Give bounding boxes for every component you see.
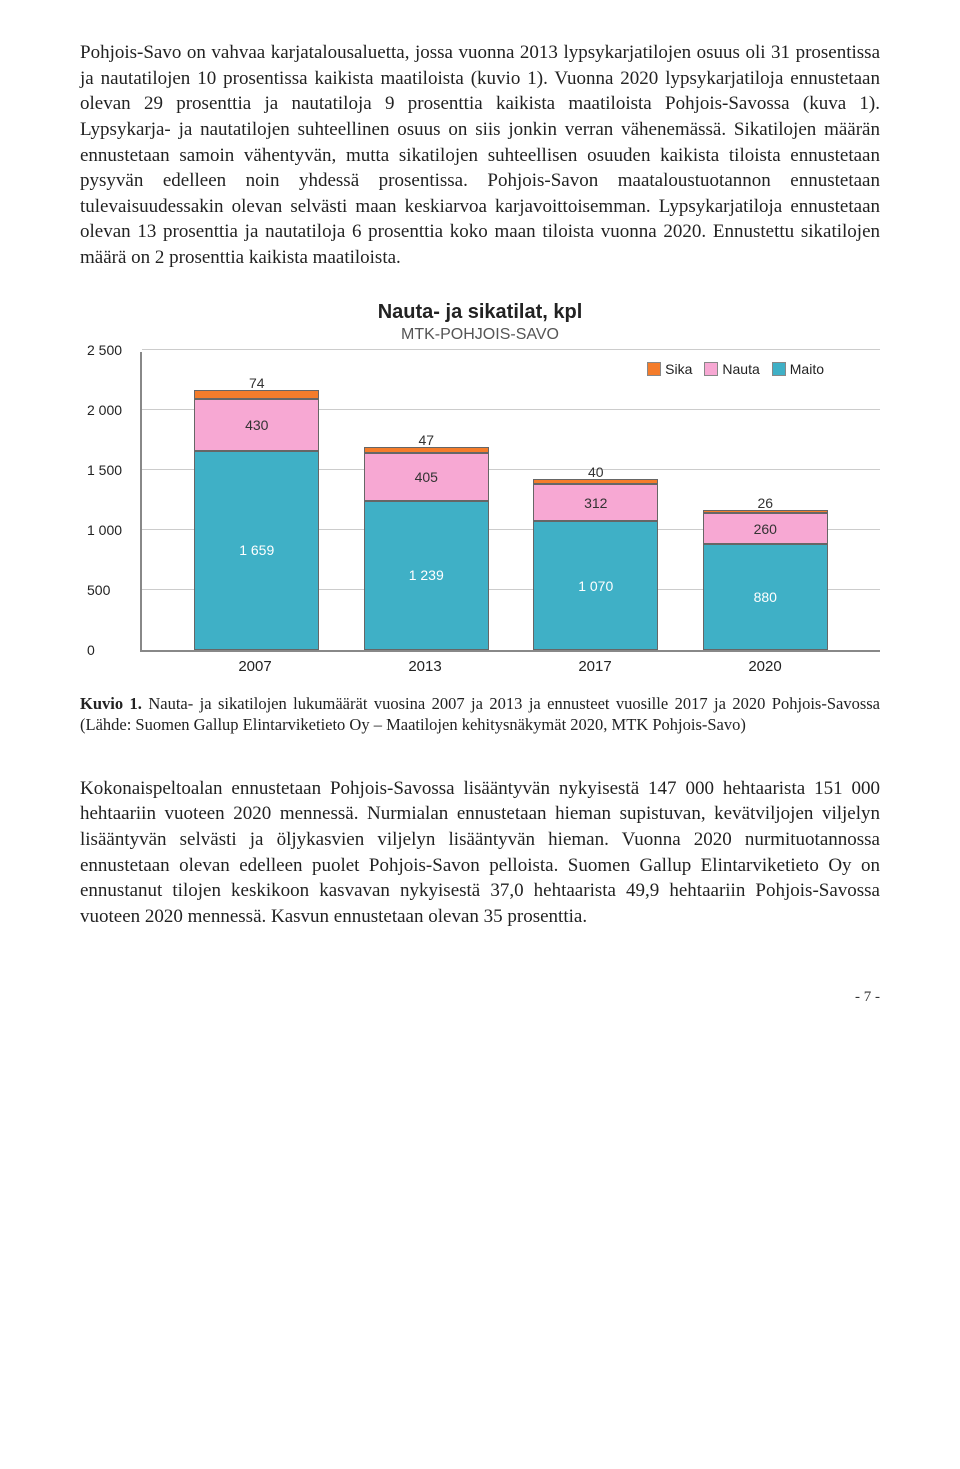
bar-group: 1 239 405 47 — [364, 447, 489, 650]
bar-segment-nauta: 312 — [533, 484, 658, 521]
legend-item: Nauta — [704, 361, 759, 377]
legend-item: Sika — [647, 361, 692, 377]
bar-value-label: 312 — [534, 495, 657, 511]
bar-segment-maito: 1 659 — [194, 451, 319, 650]
caption-label: Kuvio 1. — [80, 694, 142, 713]
legend-swatch — [647, 362, 661, 376]
bar-value-label: 74 — [195, 375, 318, 391]
bar-value-label: 430 — [195, 417, 318, 433]
x-axis-label: 2013 — [363, 658, 488, 675]
bar-value-label: 26 — [704, 495, 827, 511]
legend-label: Maito — [790, 361, 824, 377]
y-axis-label: 2 500 — [87, 342, 122, 358]
bar-value-label: 1 659 — [195, 542, 318, 558]
bar-value-label: 260 — [704, 521, 827, 537]
y-axis-label: 1 000 — [87, 522, 122, 538]
bar-segment-sika: 26 — [703, 510, 828, 513]
bar-segment-sika: 47 — [364, 447, 489, 453]
bar-segment-nauta: 430 — [194, 399, 319, 451]
chart-subtitle: MTK-POHJOIS-SAVO — [80, 326, 880, 344]
chart-x-axis: 2007 2013 2017 2020 — [140, 652, 880, 675]
bar-value-label: 47 — [365, 432, 488, 448]
bar-value-label: 405 — [365, 469, 488, 485]
bar-value-label: 40 — [534, 464, 657, 480]
bar-group: 1 659 430 74 — [194, 390, 319, 650]
bar-segment-maito: 880 — [703, 544, 828, 650]
y-axis-label: 500 — [87, 582, 110, 598]
x-axis-label: 2007 — [193, 658, 318, 675]
legend-swatch — [772, 362, 786, 376]
bar-value-label: 880 — [704, 589, 827, 605]
farm-chart: Nauta- ja sikatilat, kpl MTK-POHJOIS-SAV… — [80, 301, 880, 675]
bar-segment-nauta: 405 — [364, 453, 489, 502]
chart-legend: Sika Nauta Maito — [641, 359, 830, 379]
chart-title: Nauta- ja sikatilat, kpl — [80, 301, 880, 324]
legend-item: Maito — [772, 361, 824, 377]
bar-segment-maito: 1 239 — [364, 501, 489, 650]
bar-segment-sika: 74 — [194, 390, 319, 399]
bar-value-label: 1 070 — [534, 578, 657, 594]
chart-plot-area: 05001 0001 5002 0002 5001 659430741 2394… — [140, 352, 880, 652]
bar-group: 1 070 312 40 — [533, 479, 658, 650]
legend-swatch — [704, 362, 718, 376]
paragraph-2: Kokonaispeltoalan ennustetaan Pohjois-Sa… — [80, 776, 880, 930]
bar-value-label: 1 239 — [365, 567, 488, 583]
chart-caption: Kuvio 1. Nauta- ja sikatilojen lukumäärä… — [80, 693, 880, 736]
legend-label: Nauta — [722, 361, 759, 377]
y-axis-label: 2 000 — [87, 402, 122, 418]
caption-text: Nauta- ja sikatilojen lukumäärät vuosina… — [80, 694, 880, 734]
bar-segment-nauta: 260 — [703, 513, 828, 544]
x-axis-label: 2017 — [533, 658, 658, 675]
x-axis-label: 2020 — [703, 658, 828, 675]
bar-group: 880 260 26 — [703, 510, 828, 650]
bar-segment-sika: 40 — [533, 479, 658, 484]
legend-label: Sika — [665, 361, 692, 377]
paragraph-1: Pohjois-Savo on vahvaa karjatalousaluett… — [80, 40, 880, 271]
grid-line — [142, 349, 880, 350]
y-axis-label: 0 — [87, 642, 95, 658]
bar-segment-maito: 1 070 — [533, 521, 658, 649]
page-number: - 7 - — [80, 989, 880, 1006]
y-axis-label: 1 500 — [87, 462, 122, 478]
